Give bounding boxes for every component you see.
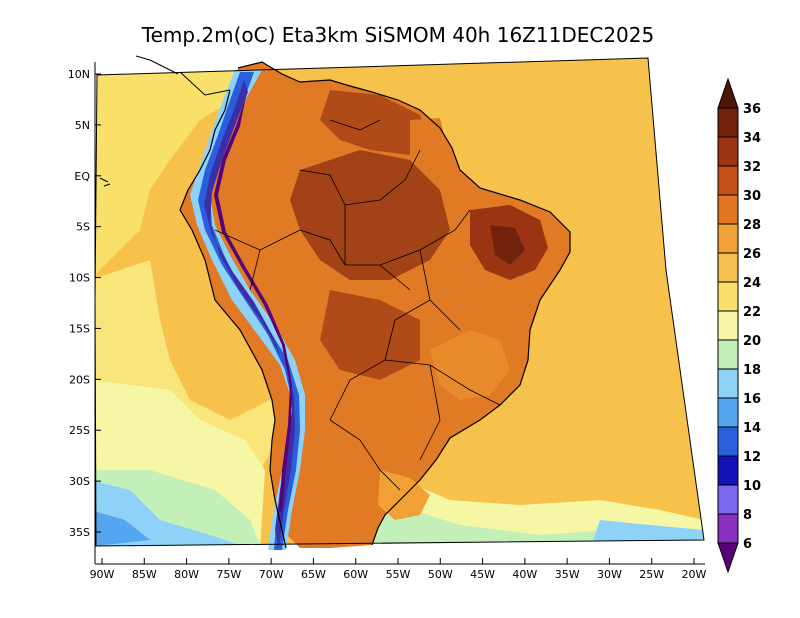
colorbar-label: 30 xyxy=(743,189,761,204)
pacific-coldest-band xyxy=(95,510,150,546)
colorbar-label: 14 xyxy=(743,421,761,436)
lon-tick-label: 35W xyxy=(555,568,580,581)
colorbar-label: 26 xyxy=(743,247,761,262)
colorbar-label: 12 xyxy=(743,450,761,465)
lat-tick-label: 25S xyxy=(69,424,90,437)
lon-tick-label: 45W xyxy=(470,568,495,581)
colorbar-label: 36 xyxy=(743,102,761,117)
longitude-ticks: 90W 85W 80W 75W 70W 65W 60W 55W 50W 45W 40W 35W 30W 2… xyxy=(90,558,707,581)
lon-tick-label: 80W xyxy=(174,568,199,581)
colorbar-segment xyxy=(717,484,739,515)
lon-tick-label: 60W xyxy=(343,568,368,581)
lon-tick-label: 70W xyxy=(259,568,284,581)
central-hot-zone xyxy=(320,290,420,380)
lat-tick-label: 10N xyxy=(68,68,90,81)
central-america-coast xyxy=(135,55,231,96)
lat-tick-label: 5N xyxy=(75,119,90,132)
map-title: Temp.2m(oC) Eta3km SiSMOM 40h 16Z11DEC20… xyxy=(141,23,654,47)
lon-tick-label: 65W xyxy=(301,568,326,581)
colorbar-segment xyxy=(717,513,739,544)
colorbar-label: 8 xyxy=(743,508,752,523)
lon-tick-label: 20W xyxy=(682,568,707,581)
colorbar-label: 6 xyxy=(743,537,752,552)
lat-tick-label: 10S xyxy=(69,272,90,285)
colorbar-label: 22 xyxy=(743,305,761,320)
colorbar-label: 24 xyxy=(743,276,761,291)
lon-tick-label: 40W xyxy=(512,568,537,581)
lat-tick-label: 5S xyxy=(76,221,90,234)
amapa-zone xyxy=(410,118,450,175)
colorbar: 6 8 10 12 14 16 18 20 22 24 26 28 30 32 34 36 xyxy=(717,77,761,574)
colorbar-label: 34 xyxy=(743,131,761,146)
colorbar-label: 32 xyxy=(743,160,761,175)
colorbar-segment xyxy=(717,107,739,138)
colorbar-label: 10 xyxy=(743,479,761,494)
colorbar-segment xyxy=(717,397,739,428)
lat-tick-label: 20S xyxy=(69,373,90,386)
lon-tick-label: 25W xyxy=(639,568,664,581)
colorbar-label: 18 xyxy=(743,363,761,378)
lat-tick-label: 15S xyxy=(69,322,90,335)
lon-tick-label: 50W xyxy=(428,568,453,581)
colorbar-segment xyxy=(717,194,739,225)
colorbar-segment xyxy=(717,281,739,312)
colorbar-segment xyxy=(717,310,739,341)
lat-tick-label: 35S xyxy=(69,526,90,539)
lon-tick-label: 30W xyxy=(597,568,622,581)
colorbar-label: 28 xyxy=(743,218,761,233)
lat-tick-label: EQ xyxy=(74,170,90,183)
lon-tick-label: 75W xyxy=(216,568,241,581)
colorbar-segment xyxy=(717,165,739,196)
lat-tick-label: 30S xyxy=(69,475,90,488)
colorbar-segment xyxy=(717,252,739,283)
lon-tick-label: 90W xyxy=(90,568,115,581)
political-borders xyxy=(214,119,501,491)
pacific-north-band xyxy=(95,58,260,280)
south-america-landmass xyxy=(99,55,571,550)
colorbar-segment xyxy=(717,136,739,167)
colorbar-top-arrow xyxy=(717,77,739,109)
southeast-warm-zone xyxy=(430,330,510,400)
andes-foothills xyxy=(190,70,305,550)
colorbar-segment xyxy=(717,426,739,457)
colorbar-bottom-arrow xyxy=(717,542,739,574)
latitude-ticks: 10N 5N EQ 5S 10S 15S 20S 25S 30S 35S xyxy=(68,68,101,539)
andes-peaks xyxy=(214,96,292,512)
pacific-coastline xyxy=(179,89,287,549)
uruguay-warm-zone xyxy=(378,470,430,520)
colorbar-segment xyxy=(717,455,739,486)
amazon-hot-zone xyxy=(290,150,450,280)
lon-tick-label: 55W xyxy=(386,568,411,581)
atlantic-coastline xyxy=(237,61,571,546)
colorbar-segment xyxy=(717,339,739,370)
northeast-peak-zone xyxy=(490,225,525,265)
colorbar-label: 20 xyxy=(743,334,761,349)
lon-tick-label: 85W xyxy=(132,568,157,581)
colorbar-label: 16 xyxy=(743,392,761,407)
galapagos-islands xyxy=(99,177,111,187)
colorbar-segment xyxy=(717,368,739,399)
colorbar-segment xyxy=(717,223,739,254)
